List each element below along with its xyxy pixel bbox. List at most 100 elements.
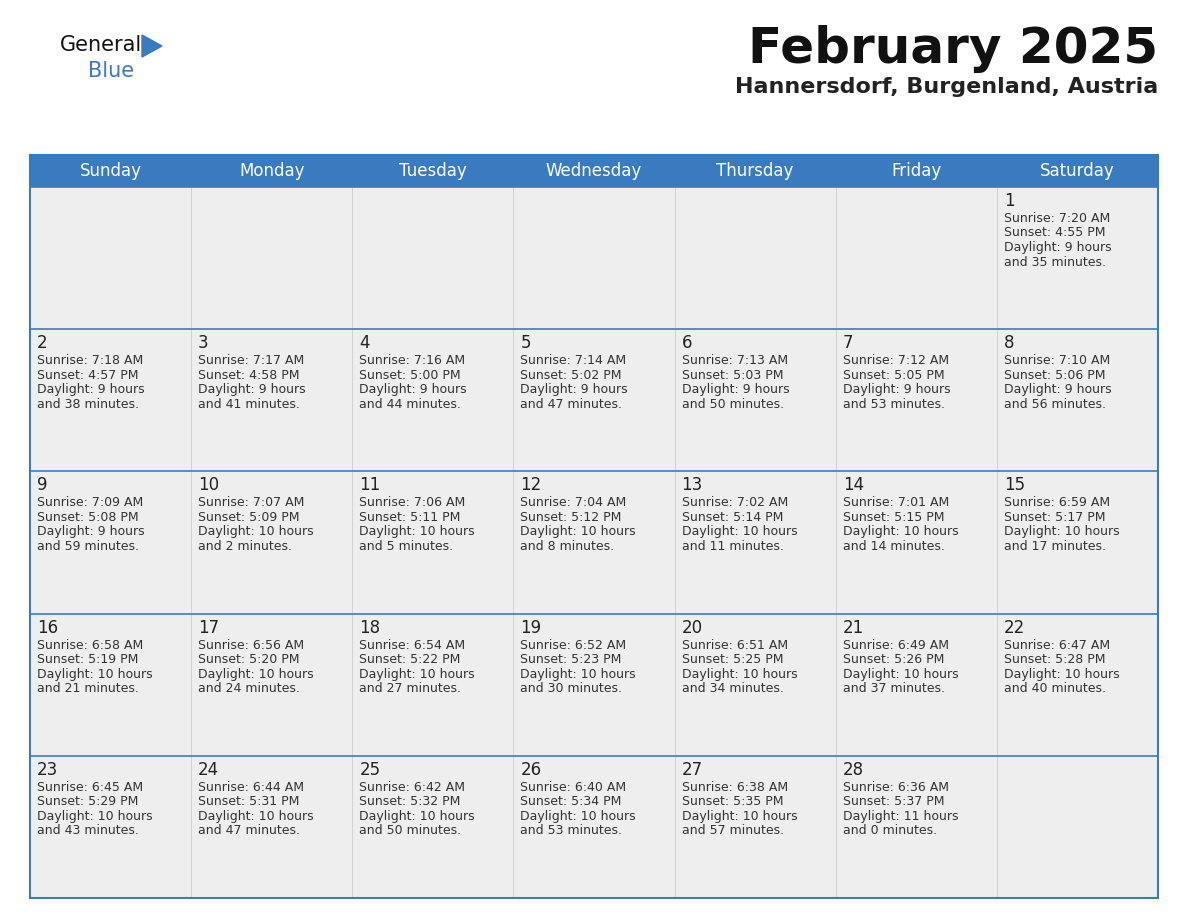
Bar [997, 187, 1158, 330]
Text: Sunrise: 7:01 AM: Sunrise: 7:01 AM [842, 497, 949, 509]
Text: Sunset: 5:06 PM: Sunset: 5:06 PM [1004, 369, 1105, 382]
Text: Sunrise: 7:12 AM: Sunrise: 7:12 AM [842, 354, 949, 367]
Bar [835, 613, 997, 756]
Bar [997, 472, 1158, 613]
Text: Sunset: 5:03 PM: Sunset: 5:03 PM [682, 369, 783, 382]
Text: Sunset: 5:17 PM: Sunset: 5:17 PM [1004, 511, 1105, 524]
Text: Daylight: 10 hours: Daylight: 10 hours [520, 810, 636, 823]
Text: Sunset: 5:35 PM: Sunset: 5:35 PM [682, 795, 783, 809]
Text: Sunset: 4:55 PM: Sunset: 4:55 PM [1004, 227, 1105, 240]
Text: Sunrise: 7:18 AM: Sunrise: 7:18 AM [37, 354, 144, 367]
Text: Sunset: 5:25 PM: Sunset: 5:25 PM [682, 653, 783, 666]
Text: and 38 minutes.: and 38 minutes. [37, 397, 139, 410]
Text: and 59 minutes.: and 59 minutes. [37, 540, 139, 553]
Text: and 34 minutes.: and 34 minutes. [682, 682, 783, 695]
Text: Tuesday: Tuesday [399, 162, 467, 180]
Bar [191, 756, 353, 898]
Text: 26: 26 [520, 761, 542, 778]
Text: and 43 minutes.: and 43 minutes. [37, 824, 139, 837]
Bar [30, 155, 1158, 898]
Text: Daylight: 10 hours: Daylight: 10 hours [37, 667, 152, 680]
Text: 22: 22 [1004, 619, 1025, 636]
Text: Sunrise: 6:59 AM: Sunrise: 6:59 AM [1004, 497, 1110, 509]
Text: Monday: Monday [239, 162, 304, 180]
Bar [513, 756, 675, 898]
Bar [835, 187, 997, 330]
Text: Saturday: Saturday [1040, 162, 1114, 180]
Text: 27: 27 [682, 761, 702, 778]
Text: Sunrise: 6:54 AM: Sunrise: 6:54 AM [359, 639, 466, 652]
Text: Daylight: 9 hours: Daylight: 9 hours [37, 525, 145, 538]
Bar [513, 613, 675, 756]
Bar [353, 613, 513, 756]
Text: and 53 minutes.: and 53 minutes. [842, 397, 944, 410]
Text: and 50 minutes.: and 50 minutes. [359, 824, 461, 837]
Bar [30, 155, 1158, 187]
Text: 15: 15 [1004, 476, 1025, 495]
Text: Sunrise: 6:44 AM: Sunrise: 6:44 AM [198, 781, 304, 794]
Text: and 53 minutes.: and 53 minutes. [520, 824, 623, 837]
Text: Daylight: 11 hours: Daylight: 11 hours [842, 810, 959, 823]
Text: Sunrise: 6:38 AM: Sunrise: 6:38 AM [682, 781, 788, 794]
Text: 6: 6 [682, 334, 693, 353]
Text: 13: 13 [682, 476, 703, 495]
Text: and 17 minutes.: and 17 minutes. [1004, 540, 1106, 553]
Text: 11: 11 [359, 476, 380, 495]
Text: Hannersdorf, Burgenland, Austria: Hannersdorf, Burgenland, Austria [734, 77, 1158, 97]
Text: Sunrise: 7:06 AM: Sunrise: 7:06 AM [359, 497, 466, 509]
Bar [835, 472, 997, 613]
Text: Daylight: 9 hours: Daylight: 9 hours [842, 383, 950, 397]
Text: 9: 9 [37, 476, 48, 495]
Text: 21: 21 [842, 619, 864, 636]
Text: Sunrise: 7:14 AM: Sunrise: 7:14 AM [520, 354, 626, 367]
Text: Sunrise: 6:51 AM: Sunrise: 6:51 AM [682, 639, 788, 652]
Text: and 35 minutes.: and 35 minutes. [1004, 255, 1106, 268]
Text: and 56 minutes.: and 56 minutes. [1004, 397, 1106, 410]
Text: Daylight: 9 hours: Daylight: 9 hours [1004, 383, 1112, 397]
Text: Sunset: 5:05 PM: Sunset: 5:05 PM [842, 369, 944, 382]
Text: 8: 8 [1004, 334, 1015, 353]
Text: Sunrise: 7:13 AM: Sunrise: 7:13 AM [682, 354, 788, 367]
Text: 28: 28 [842, 761, 864, 778]
Text: Daylight: 10 hours: Daylight: 10 hours [842, 667, 959, 680]
Bar [353, 187, 513, 330]
Text: Sunrise: 6:52 AM: Sunrise: 6:52 AM [520, 639, 626, 652]
Bar [675, 472, 835, 613]
Bar [513, 187, 675, 330]
Bar [997, 756, 1158, 898]
Text: Sunrise: 6:58 AM: Sunrise: 6:58 AM [37, 639, 144, 652]
Text: Sunset: 5:00 PM: Sunset: 5:00 PM [359, 369, 461, 382]
Text: and 27 minutes.: and 27 minutes. [359, 682, 461, 695]
Text: Sunset: 5:37 PM: Sunset: 5:37 PM [842, 795, 944, 809]
Text: 10: 10 [198, 476, 220, 495]
Text: General: General [61, 35, 143, 55]
Text: Sunset: 5:19 PM: Sunset: 5:19 PM [37, 653, 138, 666]
Bar [353, 756, 513, 898]
Text: 5: 5 [520, 334, 531, 353]
Text: Sunrise: 7:16 AM: Sunrise: 7:16 AM [359, 354, 466, 367]
Text: and 37 minutes.: and 37 minutes. [842, 682, 944, 695]
Text: Sunset: 5:31 PM: Sunset: 5:31 PM [198, 795, 299, 809]
Text: Sunset: 5:20 PM: Sunset: 5:20 PM [198, 653, 299, 666]
Text: Sunrise: 7:09 AM: Sunrise: 7:09 AM [37, 497, 144, 509]
Text: Sunset: 5:08 PM: Sunset: 5:08 PM [37, 511, 139, 524]
Text: Daylight: 10 hours: Daylight: 10 hours [198, 525, 314, 538]
Bar [835, 756, 997, 898]
Text: 25: 25 [359, 761, 380, 778]
Text: and 30 minutes.: and 30 minutes. [520, 682, 623, 695]
Text: Daylight: 10 hours: Daylight: 10 hours [1004, 525, 1119, 538]
Text: Daylight: 10 hours: Daylight: 10 hours [1004, 667, 1119, 680]
Text: 12: 12 [520, 476, 542, 495]
Text: 2: 2 [37, 334, 48, 353]
Text: and 50 minutes.: and 50 minutes. [682, 397, 784, 410]
Text: Sunday: Sunday [80, 162, 141, 180]
Bar [675, 756, 835, 898]
Text: Daylight: 10 hours: Daylight: 10 hours [682, 810, 797, 823]
Text: Sunset: 5:11 PM: Sunset: 5:11 PM [359, 511, 461, 524]
Text: Blue: Blue [88, 61, 134, 81]
Text: Friday: Friday [891, 162, 941, 180]
Text: Daylight: 10 hours: Daylight: 10 hours [682, 667, 797, 680]
Text: 4: 4 [359, 334, 369, 353]
Text: Daylight: 10 hours: Daylight: 10 hours [842, 525, 959, 538]
Text: Sunset: 5:15 PM: Sunset: 5:15 PM [842, 511, 944, 524]
